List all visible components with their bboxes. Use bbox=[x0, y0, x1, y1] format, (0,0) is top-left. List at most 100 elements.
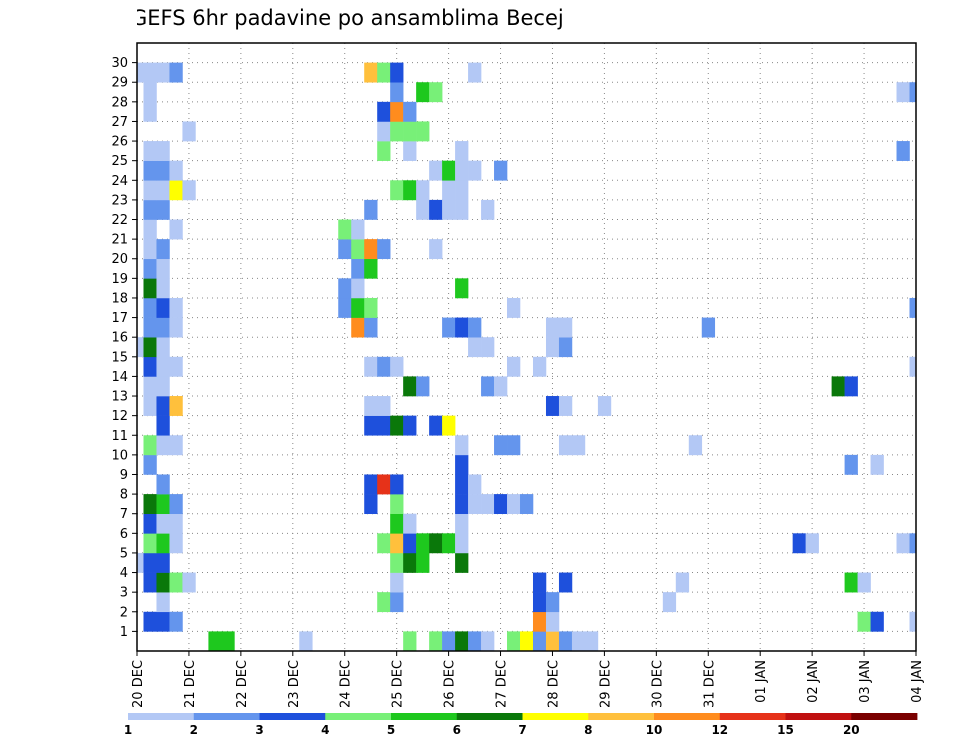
y-tick-label: 18 bbox=[111, 291, 128, 306]
heatmap-cell bbox=[143, 513, 157, 534]
y-tick-label: 22 bbox=[111, 213, 128, 228]
heatmap-cell bbox=[351, 219, 365, 240]
heatmap-cell bbox=[377, 533, 391, 554]
y-tick-label: 19 bbox=[111, 272, 128, 287]
heatmap-cell bbox=[156, 180, 170, 201]
heatmap-cell bbox=[143, 356, 157, 377]
colorbar-label: 20 bbox=[843, 723, 860, 737]
y-tick-label: 4 bbox=[120, 566, 128, 581]
heatmap-cell bbox=[688, 435, 703, 456]
heatmap-cell bbox=[429, 82, 443, 103]
heatmap-cell bbox=[455, 631, 469, 652]
heatmap-cell bbox=[507, 494, 521, 515]
heatmap-cell bbox=[221, 631, 235, 652]
y-tick-label: 23 bbox=[111, 193, 128, 208]
heatmap-cell bbox=[403, 513, 417, 534]
left-margin-mask bbox=[0, 0, 137, 742]
heatmap-cell bbox=[494, 160, 508, 181]
heatmap-cell bbox=[507, 631, 521, 652]
x-tick-label: 29 DEC bbox=[598, 660, 613, 708]
heatmap-cell bbox=[143, 239, 157, 260]
colorbar-label: 7 bbox=[518, 723, 526, 737]
heatmap-cell bbox=[429, 199, 443, 220]
heatmap-cell bbox=[545, 317, 560, 338]
heatmap-cell bbox=[468, 494, 482, 515]
heatmap-cell bbox=[455, 180, 469, 201]
y-tick-label: 21 bbox=[111, 233, 128, 248]
heatmap-cell bbox=[169, 62, 183, 83]
heatmap-cell bbox=[558, 572, 573, 593]
colorbar-segment bbox=[193, 713, 260, 720]
x-tick-label: 04 JAN bbox=[910, 660, 925, 703]
heatmap-cell bbox=[156, 199, 170, 220]
heatmap-cell bbox=[143, 180, 157, 201]
heatmap-cell bbox=[390, 82, 404, 103]
heatmap-cell bbox=[558, 631, 573, 652]
heatmap-cell bbox=[403, 631, 417, 652]
heatmap-cell bbox=[507, 356, 521, 377]
heatmap-cell bbox=[416, 180, 430, 201]
heatmap-cell bbox=[169, 533, 183, 554]
heatmap-cell bbox=[156, 435, 170, 456]
heatmap-cell bbox=[571, 435, 586, 456]
heatmap-cell bbox=[143, 317, 157, 338]
heatmap-cell bbox=[156, 611, 170, 632]
x-tick-label: 31 DEC bbox=[702, 660, 717, 708]
heatmap-cell bbox=[169, 396, 183, 416]
heatmap-cell bbox=[364, 239, 378, 260]
heatmap-cell bbox=[143, 258, 157, 279]
heatmap-cell bbox=[896, 533, 910, 554]
heatmap-cell bbox=[143, 611, 157, 632]
heatmap-cell bbox=[481, 337, 495, 358]
heatmap-cell bbox=[442, 533, 456, 554]
heatmap-cell bbox=[429, 239, 443, 260]
y-tick-label: 25 bbox=[111, 154, 128, 169]
heatmap-cell bbox=[143, 494, 157, 515]
heatmap-cell bbox=[558, 435, 573, 456]
heatmap-cell bbox=[520, 494, 534, 515]
heatmap-cell bbox=[143, 141, 157, 161]
y-tick-label: 29 bbox=[111, 76, 128, 91]
heatmap-cell bbox=[520, 631, 534, 652]
plot-frame bbox=[136, 42, 917, 652]
y-tick-label: 5 bbox=[120, 546, 128, 561]
heatmap-cell bbox=[338, 278, 352, 299]
heatmap-cell bbox=[143, 199, 157, 220]
heatmap-cell bbox=[403, 121, 417, 142]
heatmap-cell bbox=[143, 219, 157, 240]
x-tick-label: 21 DEC bbox=[183, 660, 198, 708]
heatmap-cell bbox=[442, 199, 456, 220]
heatmap-cell bbox=[390, 180, 404, 201]
heatmap-cell bbox=[805, 533, 819, 554]
heatmap-cell bbox=[169, 611, 183, 632]
heatmap-cell bbox=[351, 258, 365, 279]
heatmap-cell bbox=[442, 631, 456, 652]
x-tick-label: 26 DEC bbox=[443, 660, 458, 708]
heatmap-cell bbox=[390, 592, 404, 613]
heatmap-cell bbox=[169, 180, 183, 201]
x-tick-label: 27 DEC bbox=[495, 660, 510, 708]
heatmap-cell bbox=[390, 533, 404, 554]
chart-title: GEFS 6hr padavine po ansamblima Becej bbox=[131, 6, 564, 30]
heatmap-cell bbox=[338, 219, 352, 240]
heatmap-cell bbox=[416, 199, 430, 220]
heatmap-cell bbox=[468, 62, 482, 83]
colorbar-label: 5 bbox=[387, 723, 395, 737]
heatmap-cell bbox=[455, 552, 469, 573]
heatmap-cell bbox=[403, 141, 417, 161]
heatmap-cell bbox=[377, 592, 391, 613]
y-tick-label: 24 bbox=[111, 174, 128, 189]
heatmap-cell bbox=[156, 160, 170, 181]
heatmap-cell bbox=[532, 592, 547, 613]
y-tick-label: 15 bbox=[111, 350, 128, 365]
y-tick-label: 13 bbox=[111, 390, 128, 405]
heatmap-cell bbox=[156, 239, 170, 260]
heatmap-cell bbox=[156, 62, 170, 83]
heatmap-cell bbox=[792, 533, 806, 554]
heatmap-cell bbox=[416, 121, 430, 142]
heatmap-cell bbox=[455, 454, 469, 475]
y-tick-label: 6 bbox=[120, 527, 128, 542]
heatmap-cell bbox=[442, 317, 456, 338]
heatmap-cell bbox=[156, 552, 170, 573]
